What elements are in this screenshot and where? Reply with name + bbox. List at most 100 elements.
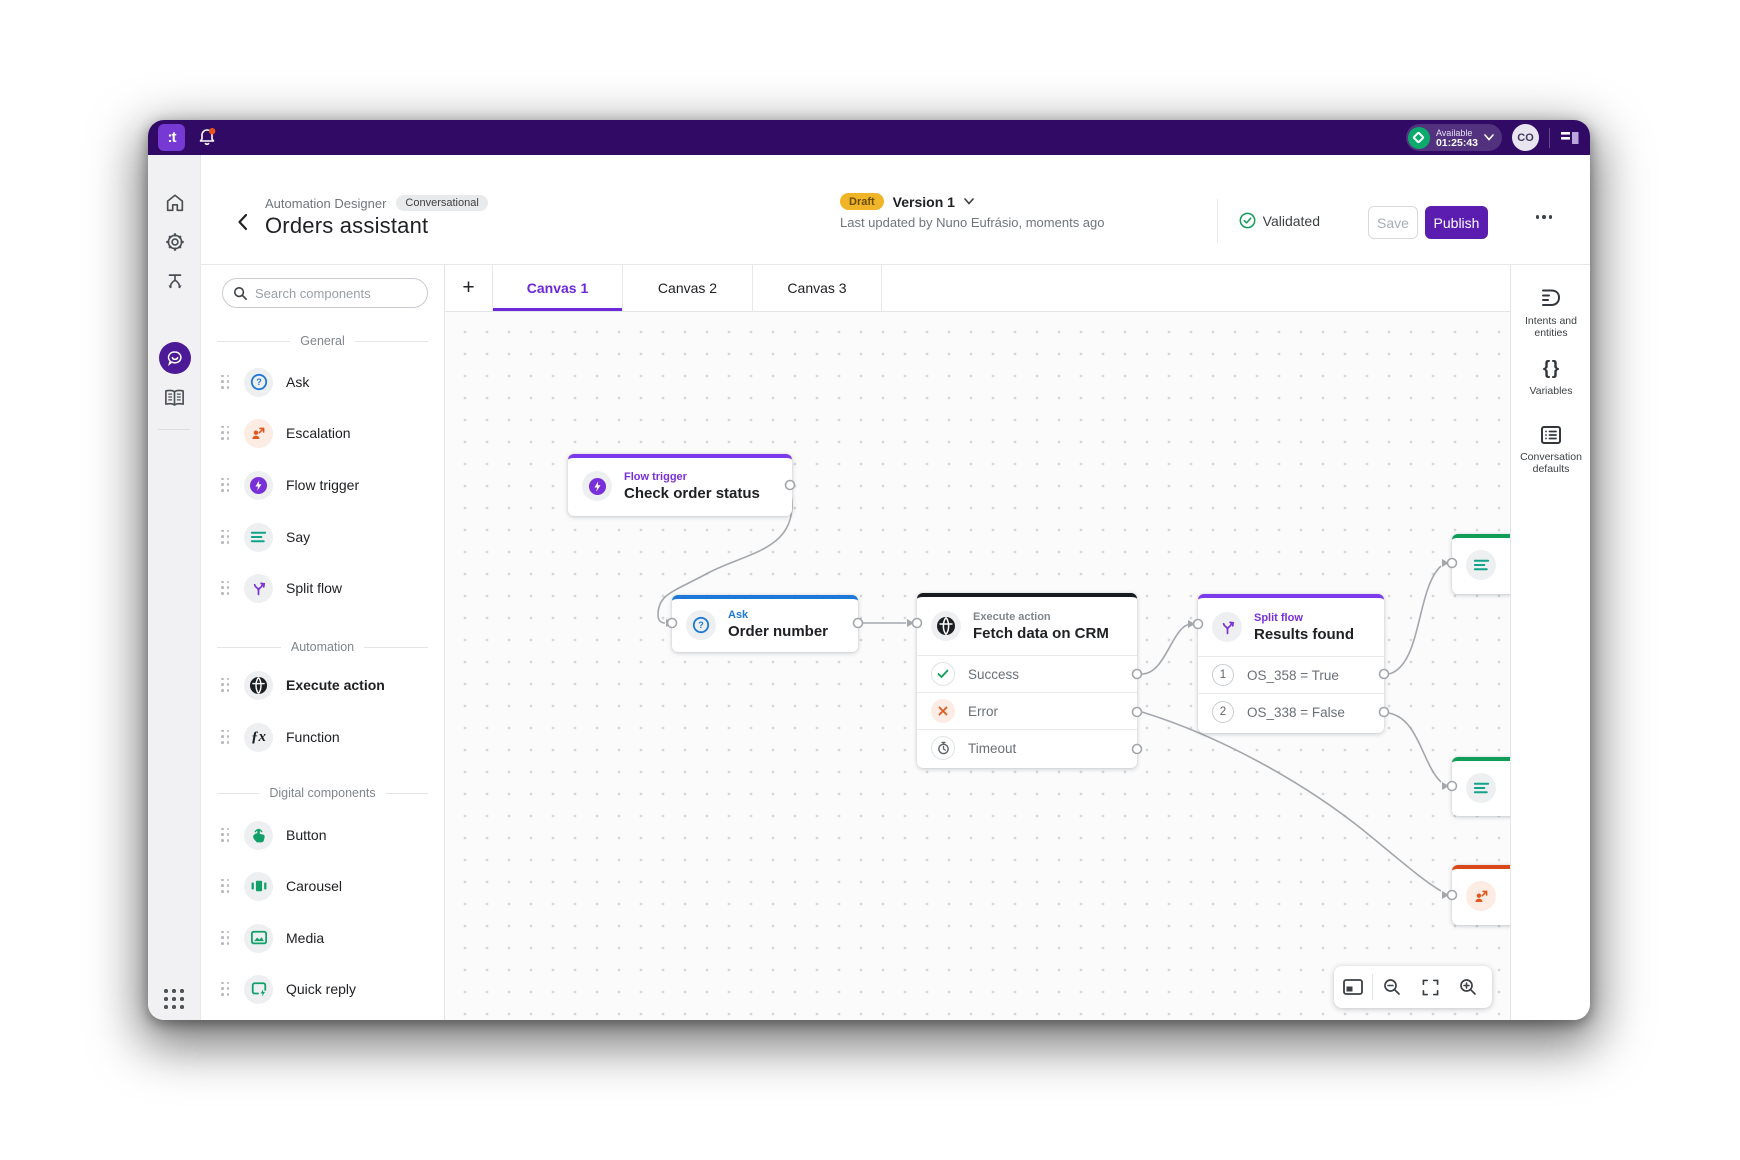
toolbar-divider (1372, 974, 1373, 1000)
sidebar-item-settings[interactable] (148, 225, 201, 259)
drag-handle-icon[interactable] (221, 981, 230, 997)
top-bar: :t Available 01:25:43 CO (148, 120, 1590, 155)
conversation-defaults-icon (1541, 426, 1561, 444)
component-item-say[interactable]: Say (201, 515, 445, 559)
back-button[interactable] (231, 211, 253, 233)
node-ask[interactable]: ? Ask Order number (672, 595, 858, 652)
component-item-ask[interactable]: ? Ask (201, 360, 445, 404)
flow-canvas[interactable]: Flow trigger Check order status ? Ask Or… (445, 312, 1510, 1020)
component-item-split-flow[interactable]: Split flow (201, 566, 445, 610)
output-row-timeout[interactable]: Timeout (917, 729, 1137, 766)
component-item-escalation[interactable]: Escalation (201, 411, 445, 455)
variables-braces-icon: { } (1542, 358, 1560, 379)
escalation-person-icon (244, 418, 273, 448)
sidebar-item-home[interactable] (148, 186, 201, 220)
minimap-toggle-button[interactable] (1334, 966, 1372, 1008)
library-book-icon (165, 389, 184, 406)
node-title: Results found (1254, 625, 1354, 643)
drag-handle-icon[interactable] (221, 878, 230, 894)
drag-handle-icon[interactable] (221, 729, 230, 745)
branch-label: OS_338 = False (1247, 704, 1345, 720)
node-title: Check order status (624, 484, 760, 502)
app-launcher-icon[interactable] (164, 989, 185, 1010)
avatar[interactable]: CO (1512, 124, 1539, 151)
version-chevron-icon[interactable] (964, 198, 974, 205)
branch-row-1[interactable]: 1 OS_358 = True (1198, 656, 1384, 693)
drag-handle-icon[interactable] (221, 374, 230, 390)
breadcrumb[interactable]: Automation Designer (265, 195, 387, 211)
tab-canvas-3[interactable]: Canvas 3 (752, 265, 882, 311)
plus-icon: + (462, 276, 475, 299)
search-icon (233, 286, 247, 300)
panel-item-variables[interactable]: { } Variables (1511, 358, 1590, 398)
sidebar-item-routing[interactable] (148, 265, 201, 299)
split-flow-branch-icon (1212, 612, 1242, 642)
drag-handle-icon[interactable] (221, 477, 230, 493)
component-item-flow-trigger[interactable]: Flow trigger (201, 463, 445, 507)
wire-branch1-to-say1 (1388, 565, 1442, 675)
talkdesk-logo[interactable]: :t (158, 124, 185, 151)
fit-screen-button[interactable] (1411, 966, 1449, 1008)
say-text-lines-icon (1466, 772, 1496, 803)
node-say-1[interactable] (1452, 534, 1510, 594)
drag-handle-icon[interactable] (221, 930, 230, 946)
section-header-digital: Digital components (217, 786, 428, 800)
flow-trigger-bolt-icon (582, 471, 612, 501)
component-label: Button (286, 827, 327, 843)
panel-item-conversation-defaults[interactable]: Conversation defaults (1511, 425, 1590, 475)
component-item-function[interactable]: ƒx Function (201, 715, 445, 759)
component-item-execute-action[interactable]: Execute action (201, 663, 445, 707)
component-search[interactable] (222, 278, 428, 308)
drag-handle-icon[interactable] (221, 827, 230, 843)
routing-flow-icon (167, 274, 182, 289)
component-label: Quick reply (286, 981, 357, 997)
button-hand-icon (244, 820, 273, 850)
node-escalation-1[interactable] (1452, 865, 1510, 925)
right-tools-panel: Intents and entities { } Variables Conve… (1510, 265, 1590, 1020)
more-options-icon[interactable] (1535, 215, 1552, 219)
drag-handle-icon[interactable] (221, 580, 230, 596)
component-item-quick-reply[interactable]: Quick reply (201, 967, 445, 1011)
drag-handle-icon[interactable] (221, 425, 230, 441)
output-row-error[interactable]: Error (917, 692, 1137, 729)
notifications-bell-icon[interactable] (196, 126, 218, 148)
zoom-in-button[interactable] (1449, 966, 1487, 1008)
node-type-label: Split flow (1254, 611, 1303, 624)
success-check-icon (931, 662, 955, 686)
validated-status: Validated (1239, 212, 1320, 229)
availability-status[interactable]: Available 01:25:43 (1405, 124, 1502, 151)
node-split-flow[interactable]: Split flow Results found 1 OS_358 = True… (1198, 594, 1384, 733)
sidebar-item-library[interactable] (148, 381, 201, 415)
sidebar-item-conversation-active[interactable] (148, 341, 201, 375)
component-item-media[interactable]: Media (201, 916, 445, 960)
canvas-zoom-toolbar (1334, 966, 1492, 1008)
component-label: Flow trigger (286, 477, 360, 493)
node-say-2[interactable] (1452, 757, 1510, 816)
wire-error-to-escalation (1141, 711, 1442, 892)
version-label[interactable]: Version 1 (892, 193, 955, 210)
search-input[interactable] (255, 285, 405, 301)
component-item-button[interactable]: Button (201, 813, 445, 857)
node-flow-trigger[interactable]: Flow trigger Check order status (568, 454, 792, 516)
node-execute-action[interactable]: Execute action Fetch data on CRM Success… (917, 593, 1137, 768)
output-row-success[interactable]: Success (917, 655, 1137, 692)
execute-action-globe-icon (244, 670, 273, 700)
component-item-carousel[interactable]: Carousel (201, 864, 445, 908)
add-canvas-button[interactable]: + (445, 265, 492, 311)
zoom-out-button[interactable] (1373, 966, 1411, 1008)
panel-item-intents[interactable]: Intents and entities (1511, 287, 1590, 339)
publish-button[interactable]: Publish (1425, 206, 1488, 239)
status-timer: 01:25:43 (1435, 136, 1478, 149)
component-label: Split flow (286, 580, 343, 596)
tab-canvas-2[interactable]: Canvas 2 (622, 265, 752, 311)
tab-canvas-1[interactable]: Canvas 1 (492, 265, 622, 311)
panel-toggle-icon[interactable] (1560, 129, 1580, 147)
section-header-general: General (217, 334, 428, 348)
drag-handle-icon[interactable] (221, 677, 230, 693)
save-button[interactable]: Save (1368, 206, 1418, 239)
branch-row-2[interactable]: 2 OS_338 = False (1198, 693, 1384, 730)
quick-reply-icon (244, 974, 273, 1004)
drag-handle-icon[interactable] (221, 529, 230, 545)
node-type-label: Flow trigger (624, 470, 687, 483)
canvas-tabbar: + Canvas 1 Canvas 2 Canvas 3 (445, 265, 1510, 312)
